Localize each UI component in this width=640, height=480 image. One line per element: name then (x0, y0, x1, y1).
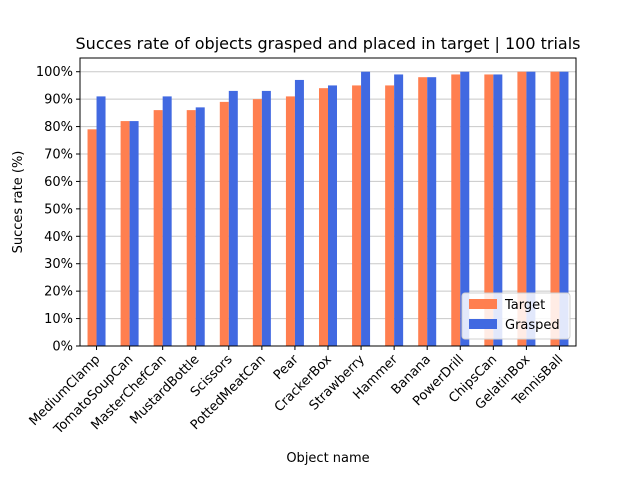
y-axis-label: Succes rate (%) (11, 151, 26, 254)
y-tick-label: 0% (52, 340, 73, 355)
y-tick-label: 10% (44, 312, 73, 327)
bar-grasped-hammer (394, 74, 404, 346)
legend-swatch-target (469, 299, 497, 309)
y-tick-label: 80% (44, 120, 73, 135)
bars (87, 71, 569, 347)
bar-target-chipscan (484, 74, 494, 346)
y-tick-label: 100% (36, 65, 73, 80)
bar-target-scissors (219, 101, 229, 346)
chart-title: Succes rate of objects grasped and place… (76, 34, 581, 53)
y-tick-label: 40% (44, 230, 73, 245)
bar-target-crackerbox (319, 88, 328, 347)
y-tick-label: 70% (44, 148, 73, 163)
x-axis-label: Object name (286, 451, 369, 466)
bar-grasped-banana (427, 77, 437, 346)
bar-grasped-mediumclamp (96, 96, 106, 347)
bar-target-hammer (385, 85, 395, 346)
bar-grasped-chipscan (493, 74, 503, 346)
bar-target-strawberry (352, 85, 362, 346)
bar-target-tomatosoupcan (120, 121, 130, 346)
x-axis: MediumClampTomatoSoupCanMasterChefCanMus… (27, 346, 566, 438)
y-tick-label: 60% (44, 175, 73, 190)
legend-swatch-grasped (469, 319, 497, 329)
bar-grasped-tennisball (559, 71, 569, 346)
bar-grasped-masterchefcan (162, 96, 172, 347)
bar-grasped-pear (294, 79, 304, 346)
bar-target-gelatinbox (517, 71, 527, 346)
legend-label-target: Target (504, 298, 545, 313)
bar-grasped-pottedmeatcan (261, 90, 271, 347)
bar-target-masterchefcan (153, 110, 163, 346)
bar-target-banana (418, 77, 428, 346)
y-axis: 0% 10% 20% 30% 40% 50% 60% 70% 80% 90% 100% (36, 65, 80, 355)
bar-grasped-tomatosoupcan (129, 121, 139, 346)
bar-target-tennisball (550, 71, 560, 346)
bar-grasped-strawberry (361, 71, 371, 346)
bar-target-pear (285, 96, 295, 347)
bar-target-mediumclamp (87, 129, 97, 346)
bar-grasped-powerdrill (460, 71, 470, 346)
bar-grasped-mustardbottle (195, 107, 205, 346)
y-tick-label: 20% (44, 285, 73, 300)
bar-grasped-gelatinbox (526, 71, 536, 346)
legend: Target Grasped (461, 292, 571, 340)
y-tick-label: 90% (44, 93, 73, 108)
bar-target-powerdrill (451, 74, 461, 346)
bar-grasped-crackerbox (328, 85, 337, 346)
bar-grasped-scissors (228, 90, 238, 347)
y-tick-label: 50% (44, 202, 73, 217)
bar-target-pottedmeatcan (252, 99, 262, 347)
legend-label-grasped: Grasped (505, 318, 560, 333)
bar-target-mustardbottle (186, 110, 196, 346)
y-tick-label: 30% (44, 257, 73, 272)
